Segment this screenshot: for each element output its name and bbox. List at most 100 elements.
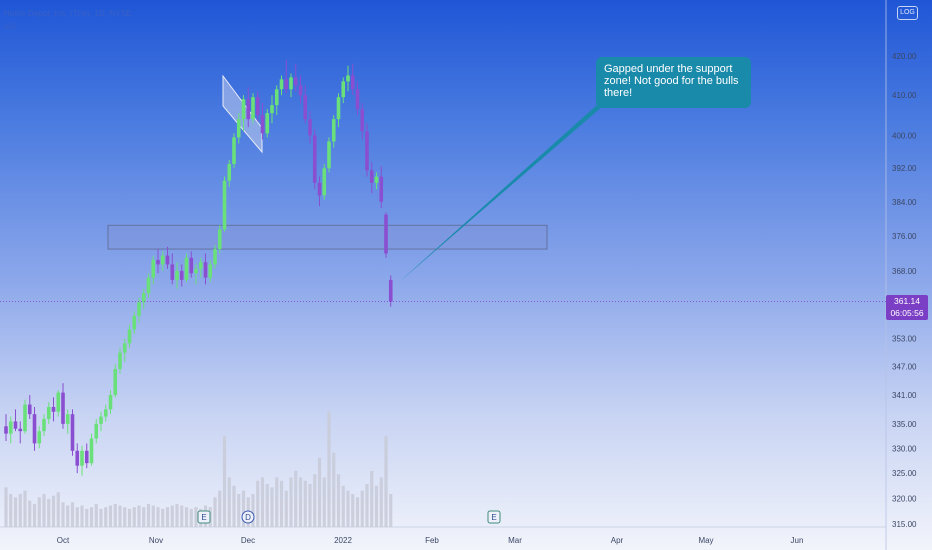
volume-bar bbox=[175, 503, 179, 527]
time-tick-label: 2022 bbox=[334, 536, 352, 545]
candle-body bbox=[122, 343, 127, 353]
earnings-marker bbox=[487, 510, 501, 524]
candle-body bbox=[308, 119, 312, 136]
candle-body bbox=[32, 414, 37, 444]
candle-body bbox=[37, 431, 42, 444]
volume-bar bbox=[28, 500, 32, 527]
time-tick-label: Apr bbox=[611, 536, 624, 545]
candle-body bbox=[270, 105, 274, 114]
candle-body bbox=[179, 271, 184, 280]
symbol-header: Home Depot, Inc. (The), 1D, NYSE bbox=[4, 9, 132, 18]
volume-bar bbox=[137, 505, 141, 527]
volume-bar bbox=[89, 507, 94, 527]
volume-bar bbox=[85, 508, 89, 527]
candle-body bbox=[137, 302, 141, 316]
price-tick-label: 320.00 bbox=[892, 494, 917, 503]
price-tick-label: 341.00 bbox=[892, 391, 917, 400]
candle-body bbox=[4, 426, 8, 434]
candle-body bbox=[170, 264, 175, 280]
volume-bar bbox=[275, 477, 279, 527]
volume-bar bbox=[18, 494, 22, 527]
candle-body bbox=[327, 141, 331, 169]
candle-body bbox=[217, 229, 222, 250]
last-price-tag: 361.14 06:05:56 bbox=[886, 295, 928, 320]
volume-bar bbox=[51, 495, 56, 527]
volume-bar bbox=[365, 484, 369, 527]
candle-body bbox=[222, 180, 227, 230]
candle-body bbox=[346, 75, 350, 82]
volume-bar bbox=[260, 477, 265, 527]
volume-bar bbox=[56, 492, 60, 527]
volume-bar bbox=[270, 487, 274, 527]
volume-bar bbox=[232, 485, 236, 527]
callout-pointer bbox=[398, 100, 610, 283]
volume-bar bbox=[227, 477, 231, 527]
volume-bar bbox=[13, 497, 18, 527]
volume-bar bbox=[156, 507, 160, 527]
price-tick-label: 376.00 bbox=[892, 232, 917, 241]
volume-bar bbox=[161, 508, 165, 527]
candle-body bbox=[298, 85, 303, 96]
candle-body bbox=[251, 97, 255, 120]
price-tick-label: 368.00 bbox=[892, 267, 917, 276]
candle-body bbox=[56, 392, 61, 412]
volume-bar bbox=[256, 480, 260, 527]
volume-bar bbox=[118, 505, 122, 527]
volume-bar bbox=[80, 505, 84, 527]
candle-body bbox=[13, 421, 18, 429]
volume-label: Vol bbox=[4, 22, 16, 31]
candle-body bbox=[341, 81, 346, 98]
candle-body bbox=[289, 77, 293, 90]
volume-bar bbox=[279, 480, 284, 527]
price-tick-label: 353.00 bbox=[892, 335, 917, 344]
price-tick-label: 410.00 bbox=[892, 91, 917, 100]
candle-body bbox=[18, 428, 23, 432]
annotation-callout[interactable]: Gapped under the support zone! Not good … bbox=[596, 57, 751, 108]
log-scale-button[interactable]: LOG bbox=[897, 6, 918, 20]
candle-body bbox=[151, 260, 156, 278]
candle-body bbox=[132, 315, 137, 330]
volume-bar bbox=[389, 494, 393, 527]
candle-body bbox=[113, 368, 118, 395]
candle-body bbox=[227, 164, 232, 181]
price-tick-label: 315.00 bbox=[892, 520, 917, 529]
candle-body bbox=[175, 271, 179, 280]
candle-body bbox=[203, 262, 208, 278]
volume-bar bbox=[360, 490, 364, 527]
volume-bar bbox=[47, 498, 51, 527]
bar-countdown: 06:05:56 bbox=[890, 308, 924, 318]
price-tick-label: 392.00 bbox=[892, 164, 917, 173]
candle-body bbox=[336, 97, 341, 120]
candle-body bbox=[246, 99, 251, 120]
candle-body bbox=[241, 99, 246, 120]
candle-body bbox=[146, 277, 151, 294]
candle-body bbox=[369, 170, 374, 183]
candle-body bbox=[365, 131, 369, 171]
volume-bar bbox=[341, 485, 345, 527]
candle-body bbox=[94, 423, 99, 439]
volume-bar bbox=[108, 505, 113, 527]
candle-body bbox=[189, 257, 194, 274]
candle-body bbox=[312, 135, 317, 183]
volume-bar bbox=[313, 474, 317, 527]
candle-body bbox=[236, 119, 241, 138]
candle-body bbox=[84, 450, 89, 464]
volume-bar bbox=[332, 452, 336, 527]
price-tick-label: 335.00 bbox=[892, 420, 917, 429]
candle-body bbox=[260, 115, 265, 134]
volume-bar bbox=[355, 497, 360, 527]
last-price-value: 361.14 bbox=[894, 296, 920, 306]
support-zone bbox=[107, 224, 548, 250]
time-tick-label: Nov bbox=[149, 536, 163, 545]
earnings-marker bbox=[197, 510, 211, 524]
candle-body bbox=[75, 450, 80, 466]
candle-body bbox=[184, 257, 189, 280]
volume-bar bbox=[370, 470, 374, 527]
volume-bar bbox=[99, 508, 103, 527]
candle-body bbox=[127, 329, 132, 344]
candle-body bbox=[350, 75, 355, 90]
candle-body bbox=[46, 406, 51, 420]
volume-bar bbox=[165, 507, 170, 527]
volume-bar bbox=[241, 490, 246, 527]
